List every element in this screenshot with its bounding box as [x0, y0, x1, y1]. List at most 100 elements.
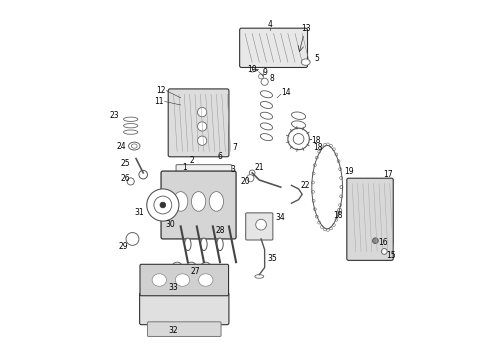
Circle shape [335, 219, 338, 221]
Circle shape [318, 221, 320, 224]
FancyBboxPatch shape [168, 89, 229, 157]
FancyBboxPatch shape [140, 293, 229, 325]
Ellipse shape [128, 142, 140, 150]
Circle shape [326, 143, 329, 146]
Ellipse shape [292, 121, 306, 129]
Text: 3: 3 [230, 165, 235, 174]
Circle shape [139, 170, 147, 179]
Ellipse shape [209, 192, 223, 211]
Text: 5: 5 [314, 54, 319, 63]
Text: 18: 18 [312, 136, 321, 145]
Text: 29: 29 [119, 242, 128, 251]
Ellipse shape [260, 112, 272, 119]
Ellipse shape [192, 192, 206, 211]
Circle shape [197, 122, 207, 131]
Ellipse shape [260, 134, 272, 141]
FancyBboxPatch shape [140, 264, 228, 296]
Circle shape [323, 228, 326, 231]
Circle shape [330, 227, 332, 230]
Ellipse shape [260, 123, 272, 130]
Circle shape [339, 168, 342, 171]
Text: 10: 10 [247, 65, 257, 74]
Ellipse shape [260, 91, 272, 98]
Ellipse shape [292, 112, 306, 120]
Ellipse shape [260, 102, 272, 108]
Text: 22: 22 [301, 181, 311, 190]
Text: 34: 34 [276, 213, 286, 222]
Ellipse shape [185, 238, 191, 251]
FancyBboxPatch shape [161, 171, 236, 239]
Circle shape [261, 78, 268, 85]
Circle shape [314, 163, 317, 166]
Text: 27: 27 [190, 267, 200, 276]
Text: 18: 18 [333, 211, 343, 220]
Circle shape [288, 128, 309, 150]
Text: 14: 14 [281, 88, 291, 97]
Circle shape [197, 136, 207, 145]
Text: 13: 13 [301, 24, 311, 33]
Circle shape [335, 153, 338, 156]
Circle shape [312, 199, 315, 202]
Circle shape [332, 224, 335, 226]
Text: 12: 12 [156, 86, 166, 95]
Ellipse shape [255, 275, 264, 278]
Ellipse shape [193, 176, 204, 184]
Circle shape [127, 178, 134, 185]
Text: 33: 33 [169, 283, 178, 292]
Circle shape [316, 156, 318, 159]
Ellipse shape [207, 176, 218, 184]
Circle shape [320, 146, 323, 149]
Circle shape [312, 181, 315, 184]
Circle shape [160, 202, 166, 208]
Ellipse shape [175, 274, 190, 286]
Text: 15: 15 [387, 251, 396, 260]
Circle shape [316, 215, 318, 218]
Text: 11: 11 [154, 97, 164, 106]
Text: 26: 26 [121, 174, 130, 183]
Circle shape [326, 229, 329, 231]
Circle shape [314, 208, 317, 211]
Ellipse shape [198, 274, 213, 286]
Ellipse shape [152, 274, 167, 286]
Text: 4: 4 [268, 20, 272, 29]
Text: 30: 30 [165, 220, 175, 229]
Text: 35: 35 [267, 254, 277, 263]
Circle shape [312, 190, 315, 193]
Text: 8: 8 [270, 74, 274, 83]
Circle shape [197, 108, 207, 117]
Text: 2: 2 [189, 156, 194, 165]
Text: 21: 21 [254, 163, 264, 172]
Text: 9: 9 [262, 68, 267, 77]
Circle shape [259, 74, 264, 79]
Text: 19: 19 [344, 167, 353, 176]
Ellipse shape [131, 144, 137, 148]
Text: 1: 1 [182, 163, 187, 172]
Ellipse shape [207, 186, 218, 195]
Circle shape [126, 233, 139, 246]
Circle shape [337, 212, 340, 215]
Text: 24: 24 [117, 141, 126, 150]
FancyBboxPatch shape [176, 165, 232, 203]
Text: 16: 16 [378, 238, 387, 247]
Text: 31: 31 [135, 208, 145, 217]
Text: 7: 7 [232, 143, 237, 152]
Text: 28: 28 [215, 225, 225, 234]
Circle shape [381, 249, 387, 254]
FancyBboxPatch shape [347, 178, 393, 260]
Text: 6: 6 [218, 152, 222, 161]
Ellipse shape [193, 186, 204, 195]
Circle shape [323, 143, 326, 146]
Ellipse shape [201, 238, 207, 251]
Ellipse shape [123, 130, 138, 134]
Circle shape [337, 160, 340, 163]
Circle shape [312, 172, 315, 175]
Ellipse shape [217, 238, 223, 251]
Circle shape [340, 195, 343, 198]
Circle shape [340, 186, 343, 189]
Circle shape [293, 134, 304, 144]
FancyBboxPatch shape [245, 213, 273, 240]
Text: 25: 25 [121, 159, 130, 168]
Circle shape [320, 225, 323, 228]
Circle shape [154, 196, 172, 214]
Circle shape [249, 170, 255, 176]
